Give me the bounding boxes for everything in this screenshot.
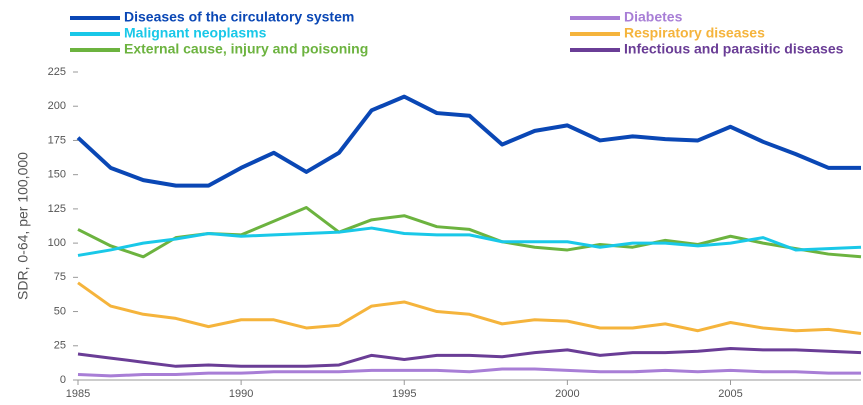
y-tick-label: 75 [54,271,66,283]
series-line [77,206,862,259]
y-tick-label: 200 [48,100,66,112]
x-tick-label: 1985 [66,388,90,400]
legend-label: Malignant neoplasms [124,25,267,41]
legend-label: Diabetes [624,9,683,25]
y-axis-label: SDR, 0-64, per 100,000 [15,152,31,300]
y-tick-label: 50 [54,305,66,317]
y-tick-label: 150 [48,169,66,181]
x-tick-label: 2005 [718,388,742,400]
y-tick-label: 225 [48,66,66,78]
y-tick-label: 25 [54,340,66,352]
y-tick-label: 0 [60,374,66,386]
series-line [77,347,862,368]
y-tick-label: 100 [48,237,66,249]
y-tick-label: 125 [48,203,66,215]
series-line [77,226,862,257]
legend-label: External cause, injury and poisoning [124,41,368,57]
x-tick-label: 1990 [229,388,253,400]
legend-label: Infectious and parasitic diseases [624,41,844,57]
x-tick-label: 1995 [392,388,416,400]
legend-label: Respiratory diseases [624,25,765,41]
legend-label: Diseases of the circulatory system [124,9,354,25]
series-line [76,94,861,188]
series-line [77,281,862,335]
y-tick-label: 175 [48,134,66,146]
series-line [77,367,861,378]
x-tick-label: 2000 [555,388,579,400]
